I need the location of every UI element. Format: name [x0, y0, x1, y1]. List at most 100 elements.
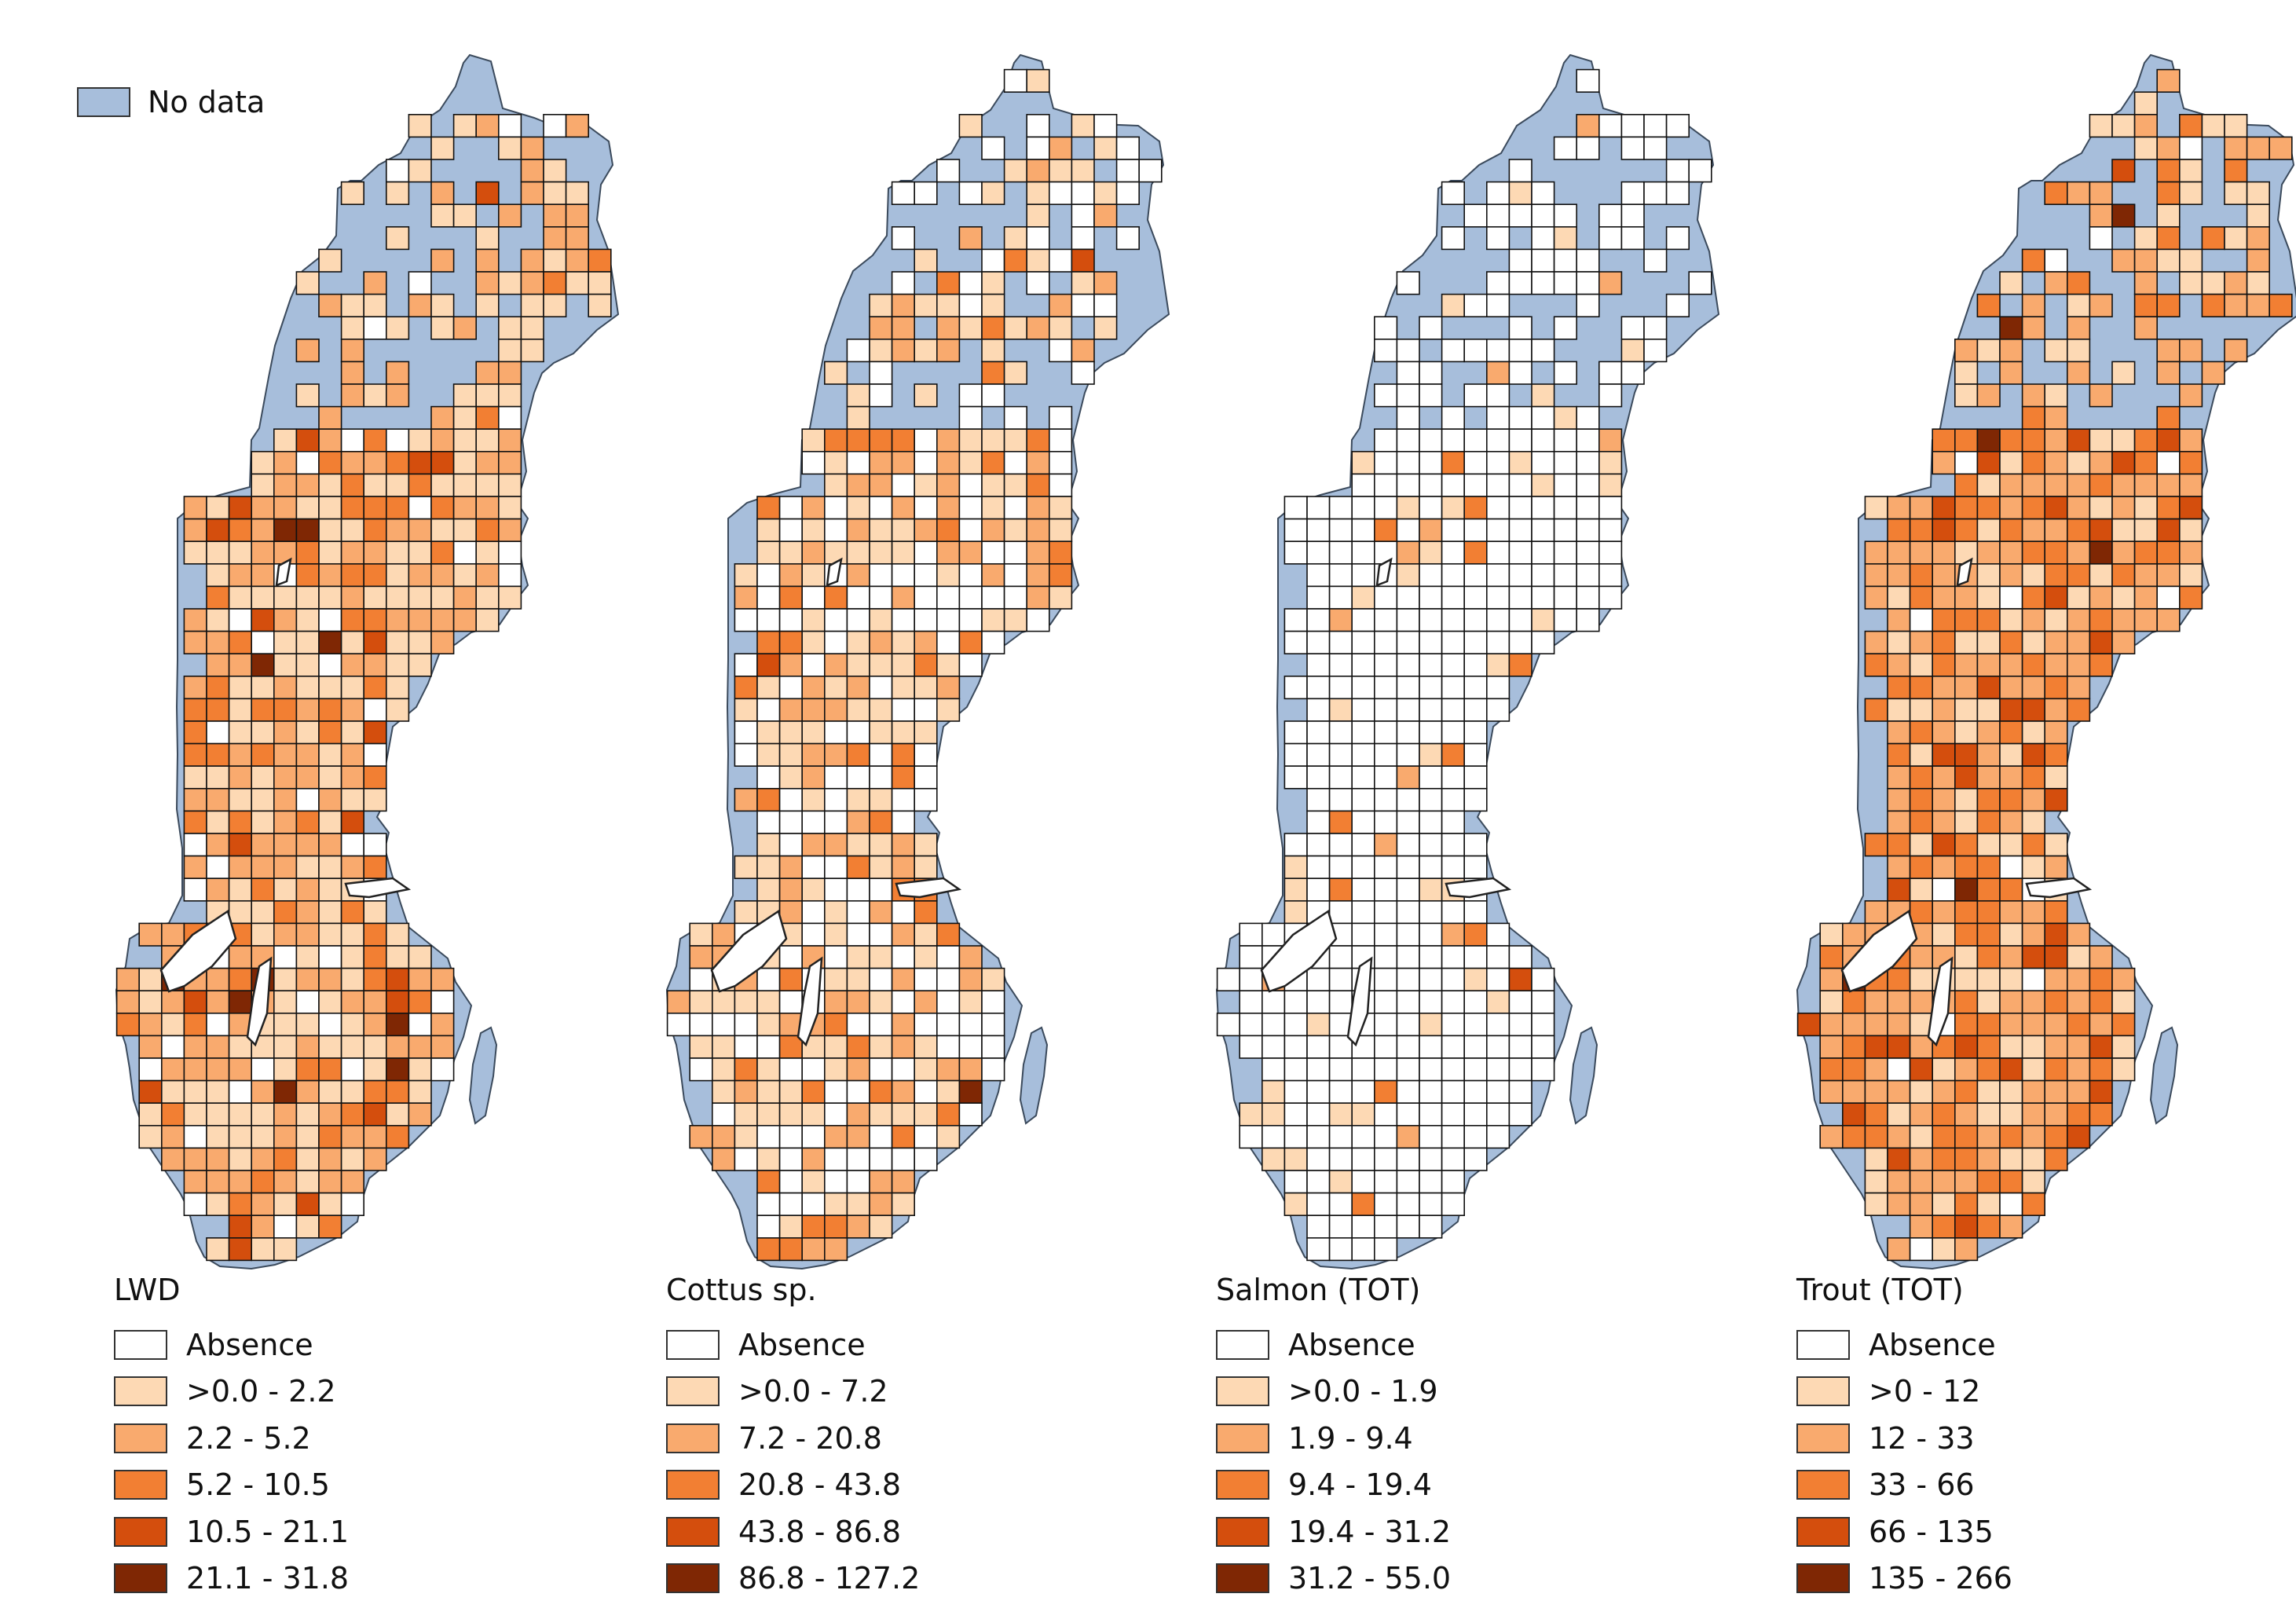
legend-label: >0.0 - 7.2	[738, 1374, 888, 1409]
grid-cell	[1328, 787, 1353, 812]
grid-cell	[363, 540, 387, 565]
grid-cell	[869, 967, 893, 991]
grid-cell	[936, 922, 961, 947]
grid-cell	[846, 496, 870, 520]
grid-cell	[1373, 945, 1398, 969]
grid-cell	[1864, 1035, 1888, 1059]
legend-row: Absence	[1216, 1321, 1451, 1368]
grid-cell	[801, 540, 826, 565]
grid-cell	[914, 540, 938, 565]
grid-cell	[295, 900, 320, 925]
grid-cell	[2178, 114, 2203, 138]
grid-cell	[778, 720, 804, 745]
grid-cell	[869, 855, 893, 879]
grid-cell	[430, 136, 455, 160]
grid-cell	[2021, 293, 2046, 318]
grid-cell	[1003, 361, 1027, 385]
grid-cell	[823, 742, 848, 767]
grid-cell	[1643, 114, 1668, 138]
grid-cell	[340, 787, 365, 812]
grid-cell	[914, 742, 938, 767]
grid-cell	[452, 383, 477, 408]
grid-cell	[206, 1125, 230, 1149]
grid-cell	[1999, 787, 2023, 812]
grid-cell	[846, 877, 870, 902]
grid-cell	[756, 630, 781, 654]
grid-cell	[846, 967, 870, 991]
grid-cell	[2066, 518, 2091, 542]
grid-cell	[914, 698, 938, 722]
grid-cell	[823, 473, 848, 497]
grid-cell	[2269, 293, 2293, 318]
grid-cell	[385, 967, 410, 991]
grid-cell	[183, 720, 207, 745]
grid-cell	[914, 653, 938, 677]
grid-cell	[520, 293, 544, 318]
grid-cell	[1373, 967, 1398, 991]
grid-cell	[801, 1192, 826, 1216]
grid-cell	[206, 742, 230, 767]
grid-cell	[363, 990, 387, 1014]
grid-cell	[1954, 428, 1979, 452]
grid-cell	[1887, 1170, 1911, 1194]
grid-cell	[914, 720, 938, 745]
grid-cell	[891, 1013, 916, 1037]
grid-cell	[1419, 1192, 1443, 1216]
grid-cell	[1419, 698, 1443, 722]
grid-cell	[2133, 496, 2158, 520]
grid-cell	[206, 675, 230, 700]
grid-cell	[1283, 1192, 1308, 1216]
grid-cell	[430, 473, 455, 497]
grid-cell	[869, 1035, 893, 1059]
grid-cell	[2044, 1079, 2068, 1104]
grid-cell	[1048, 518, 1073, 542]
grid-cell	[1419, 1125, 1443, 1149]
grid-cell	[2021, 653, 2046, 677]
grid-cell	[1887, 1147, 1911, 1171]
grid-cell	[1485, 630, 1511, 654]
grid-cell	[1463, 293, 1488, 318]
grid-cell	[801, 653, 826, 677]
legend-row: 5.2 - 10.5	[114, 1462, 349, 1509]
grid-cell	[778, 1147, 804, 1171]
grid-cell	[2111, 450, 2136, 475]
grid-cell	[1665, 114, 1690, 138]
grid-cell	[475, 608, 500, 632]
grid-cell	[1373, 316, 1398, 340]
grid-cell	[1531, 608, 1555, 632]
grid-cell	[914, 1079, 938, 1104]
grid-cell	[2133, 114, 2158, 138]
grid-cell	[1976, 1125, 2001, 1149]
grid-cell	[475, 518, 500, 542]
grid-cell	[1351, 765, 1375, 790]
grid-cell	[2089, 653, 2113, 677]
grid-cell	[2089, 428, 2113, 452]
grid-cell	[689, 990, 713, 1014]
grid-cell	[385, 159, 410, 183]
grid-cell	[914, 496, 938, 520]
grid-cell	[778, 518, 804, 542]
grid-cell	[2021, 742, 2046, 767]
grid-cell	[2021, 922, 2046, 947]
grid-cell	[273, 1215, 298, 1239]
grid-cell	[2133, 585, 2158, 610]
grid-cell	[1239, 922, 1263, 947]
grid-cell	[161, 990, 185, 1014]
grid-cell	[1328, 653, 1353, 677]
grid-cell	[936, 1035, 961, 1059]
grid-cell	[869, 990, 893, 1014]
grid-cell	[251, 900, 275, 925]
grid-cell	[981, 1035, 1005, 1059]
legend-row: 19.4 - 31.2	[1216, 1508, 1451, 1555]
grid-cell	[1932, 608, 1956, 632]
grid-cell	[1306, 1192, 1331, 1216]
grid-cell	[2021, 1035, 2046, 1059]
grid-cell	[1531, 271, 1555, 295]
grid-cell	[846, 900, 870, 925]
grid-cell	[1576, 608, 1600, 632]
grid-cell	[756, 1192, 781, 1216]
grid-cell	[318, 1057, 342, 1082]
grid-cell	[1262, 1035, 1286, 1059]
grid-cell	[115, 990, 141, 1014]
grid-cell	[1999, 450, 2023, 475]
